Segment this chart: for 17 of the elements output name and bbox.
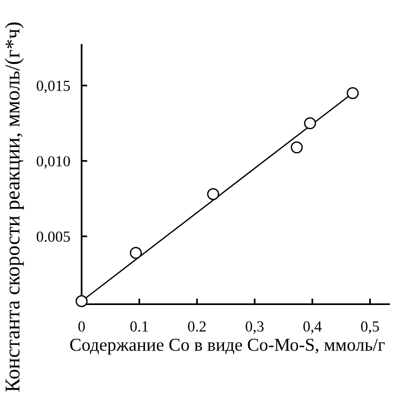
x-tick-label: 0.1 bbox=[130, 321, 148, 332]
x-tick-label: 0,5 bbox=[361, 321, 379, 334]
point bbox=[304, 117, 316, 130]
x-tick-label: 0.2 bbox=[188, 321, 206, 332]
x-axis-title: Содержание Со в виде Со-Мо-S, ммоль/г bbox=[70, 338, 385, 355]
x-tick-label: 0,3 bbox=[246, 321, 264, 334]
x-tick-label: 0,4 bbox=[303, 321, 322, 334]
point bbox=[207, 188, 220, 200]
point bbox=[346, 87, 359, 100]
y-tick-label: 0.005 bbox=[36, 231, 70, 242]
y-tick-label: 0,015 bbox=[36, 80, 70, 94]
point bbox=[290, 141, 303, 154]
y-tick-label: 0,010 bbox=[36, 156, 70, 169]
x-tick-label: 0 bbox=[78, 321, 85, 332]
point bbox=[76, 295, 88, 308]
point bbox=[130, 246, 142, 259]
y-axis-title: Константа скорости реакции, ммоль/(г*ч) bbox=[4, 22, 24, 392]
